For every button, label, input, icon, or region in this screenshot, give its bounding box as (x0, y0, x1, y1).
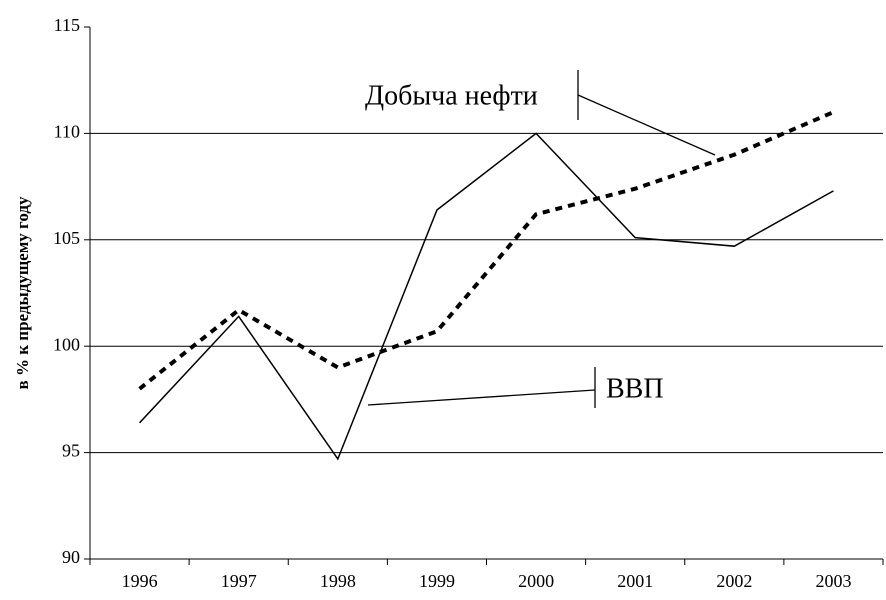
series-annotation: Добыча нефти (365, 80, 538, 111)
y-tick-label: 105 (53, 228, 80, 248)
series-line (138, 110, 835, 391)
series-annotation: ВВП (606, 373, 664, 404)
x-tick-label: 2002 (716, 571, 752, 591)
y-tick-label: 110 (54, 122, 80, 142)
x-tick-label: 1999 (419, 571, 455, 591)
callout-line (577, 94, 716, 156)
y-tick-label: 100 (53, 334, 80, 354)
x-tick-label: 2003 (815, 571, 851, 591)
series-line (139, 132, 834, 461)
y-axis-label: в % к предыдущему году (13, 196, 32, 389)
callout-line (367, 389, 596, 406)
y-tick-label: 115 (54, 15, 80, 35)
y-tick-label: 95 (62, 441, 80, 461)
x-tick-label: 2001 (617, 571, 653, 591)
x-tick-label: 1998 (320, 571, 356, 591)
x-tick-label: 2000 (518, 571, 554, 591)
x-tick-label: 1996 (122, 571, 158, 591)
y-tick-label: 90 (62, 547, 80, 567)
x-tick-label: 1997 (221, 571, 257, 591)
